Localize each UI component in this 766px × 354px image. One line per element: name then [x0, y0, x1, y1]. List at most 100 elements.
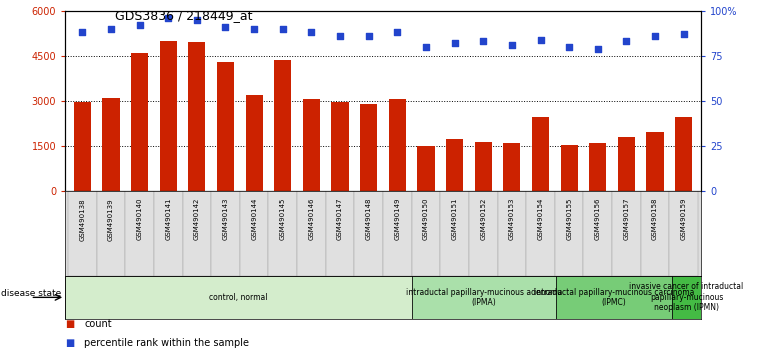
- Text: count: count: [84, 319, 112, 329]
- Bar: [383, 191, 411, 276]
- Bar: [97, 191, 126, 276]
- Bar: [672, 276, 701, 319]
- Text: GSM490159: GSM490159: [681, 198, 686, 240]
- Point: [620, 39, 633, 44]
- Bar: [503, 143, 520, 191]
- Bar: [131, 53, 148, 191]
- Bar: [618, 137, 635, 191]
- Text: GSM490148: GSM490148: [365, 198, 372, 240]
- Point: [420, 44, 432, 50]
- Point: [535, 37, 547, 42]
- Point: [334, 33, 346, 39]
- Text: GSM490145: GSM490145: [280, 198, 286, 240]
- Bar: [532, 118, 549, 191]
- Bar: [584, 191, 612, 276]
- Point: [105, 26, 117, 32]
- Bar: [297, 191, 326, 276]
- Point: [133, 22, 146, 28]
- Text: GSM490147: GSM490147: [337, 198, 343, 240]
- Bar: [332, 102, 349, 191]
- Bar: [268, 191, 297, 276]
- Bar: [217, 62, 234, 191]
- Text: ■: ■: [65, 338, 74, 348]
- Text: percentile rank within the sample: percentile rank within the sample: [84, 338, 249, 348]
- Bar: [556, 276, 672, 319]
- Point: [563, 44, 575, 50]
- Bar: [589, 143, 607, 191]
- Text: control, normal: control, normal: [209, 293, 268, 302]
- Point: [362, 33, 375, 39]
- Text: GSM490143: GSM490143: [222, 198, 228, 240]
- Point: [678, 31, 690, 37]
- Bar: [388, 99, 406, 191]
- Point: [391, 29, 404, 35]
- Bar: [246, 95, 263, 191]
- Bar: [612, 191, 640, 276]
- Text: GSM490154: GSM490154: [538, 198, 544, 240]
- Point: [448, 40, 460, 46]
- Text: GSM490151: GSM490151: [452, 198, 457, 240]
- Text: disease state: disease state: [1, 289, 61, 298]
- Text: GSM490157: GSM490157: [624, 198, 630, 240]
- Bar: [555, 191, 584, 276]
- Text: GSM490142: GSM490142: [194, 198, 200, 240]
- Text: GSM490153: GSM490153: [509, 198, 515, 240]
- Point: [277, 26, 289, 32]
- Text: invasive cancer of intraductal
papillary-mucinous
neoplasm (IPMN): invasive cancer of intraductal papillary…: [630, 282, 744, 312]
- Bar: [360, 104, 378, 191]
- Bar: [68, 191, 97, 276]
- Text: GSM490141: GSM490141: [165, 198, 172, 240]
- Text: GSM490158: GSM490158: [652, 198, 658, 240]
- Bar: [412, 276, 556, 319]
- Bar: [159, 41, 177, 191]
- Bar: [669, 191, 698, 276]
- Text: GSM490146: GSM490146: [309, 198, 314, 240]
- Text: GSM490139: GSM490139: [108, 198, 114, 241]
- Point: [219, 24, 231, 30]
- Point: [76, 29, 88, 35]
- Bar: [240, 191, 268, 276]
- Text: GSM490152: GSM490152: [480, 198, 486, 240]
- Point: [649, 33, 661, 39]
- Bar: [74, 102, 91, 191]
- Bar: [274, 60, 291, 191]
- Bar: [526, 191, 555, 276]
- Bar: [498, 191, 526, 276]
- Text: GSM490138: GSM490138: [80, 198, 85, 241]
- Point: [477, 39, 489, 44]
- Text: GSM490155: GSM490155: [566, 198, 572, 240]
- Bar: [561, 144, 578, 191]
- Point: [506, 42, 518, 48]
- Text: intraductal papillary-mucinous carcinoma
(IPMC): intraductal papillary-mucinous carcinoma…: [534, 288, 695, 307]
- Bar: [154, 191, 182, 276]
- Bar: [469, 191, 498, 276]
- Text: GSM490150: GSM490150: [423, 198, 429, 240]
- Text: GSM490149: GSM490149: [394, 198, 401, 240]
- Text: GSM490144: GSM490144: [251, 198, 257, 240]
- Point: [162, 15, 175, 21]
- Bar: [640, 191, 669, 276]
- Text: GSM490140: GSM490140: [136, 198, 142, 240]
- Point: [191, 17, 203, 23]
- Bar: [65, 276, 412, 319]
- Bar: [475, 142, 492, 191]
- Bar: [303, 99, 320, 191]
- Text: GSM490156: GSM490156: [594, 198, 601, 240]
- Text: ■: ■: [65, 319, 74, 329]
- Bar: [126, 191, 154, 276]
- Bar: [326, 191, 355, 276]
- Text: GDS3836 / 218449_at: GDS3836 / 218449_at: [115, 9, 253, 22]
- Bar: [647, 132, 663, 191]
- Bar: [411, 191, 440, 276]
- Bar: [103, 98, 119, 191]
- Bar: [446, 138, 463, 191]
- Bar: [440, 191, 469, 276]
- Point: [306, 29, 318, 35]
- Bar: [188, 42, 205, 191]
- Bar: [182, 191, 211, 276]
- Point: [591, 46, 604, 51]
- Bar: [211, 191, 240, 276]
- Point: [248, 26, 260, 32]
- Bar: [417, 146, 434, 191]
- Text: intraductal papillary-mucinous adenoma
(IPMA): intraductal papillary-mucinous adenoma (…: [406, 288, 562, 307]
